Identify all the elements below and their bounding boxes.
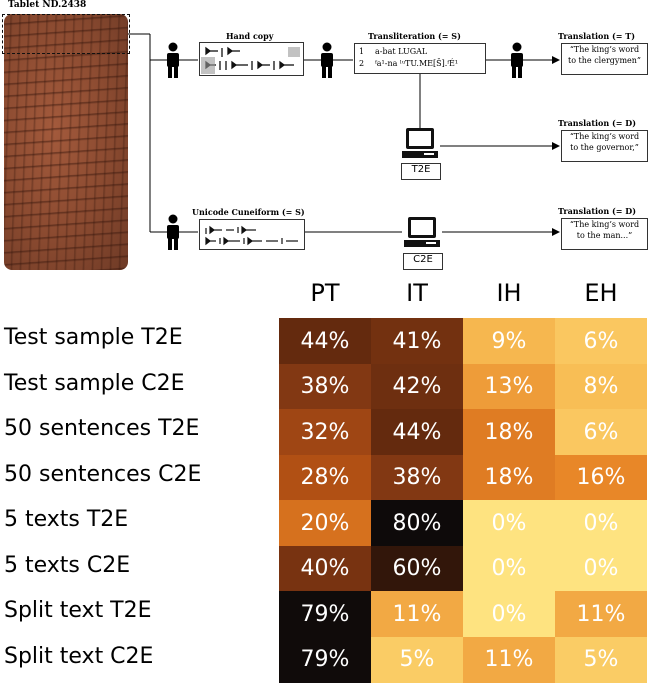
- heatmap-cell: 18%: [463, 454, 555, 501]
- heatmap-cell: 60%: [371, 545, 463, 592]
- translation-1-line-2: to the clergymen”: [567, 56, 642, 65]
- translation-2-line-2: to the governor,”: [570, 143, 639, 152]
- translation-3-line-2: to the man...”: [576, 231, 633, 240]
- heatmap-cell: 0%: [463, 591, 555, 637]
- unicode-cuneiform: [205, 225, 298, 246]
- heatmap-cell: 44%: [371, 409, 463, 455]
- tablet-photo: [4, 14, 128, 270]
- translit-line-2: ᶠa¹-na ˡᵘTU.ME[Š].ᶠÉ¹: [375, 59, 459, 68]
- translation-1-line-1: “The king’s word: [569, 45, 640, 54]
- heatmap-cell: 40%: [279, 545, 371, 592]
- heatmap-cell: 5%: [555, 636, 647, 683]
- row-label: Split text C2E: [4, 643, 154, 669]
- translit-line-1: a-bat LUGAL: [375, 47, 428, 56]
- heatmap-cell: 20%: [279, 500, 371, 546]
- translit-line-2-num: 2: [359, 59, 365, 68]
- translation-2-line-1: “The king’s word: [569, 132, 640, 141]
- column-header-ih: IH: [496, 279, 522, 307]
- hand-copy-label: Hand copy: [226, 31, 274, 41]
- row-label: 5 texts C2E: [4, 552, 131, 578]
- heatmap-cell: 18%: [463, 409, 555, 455]
- heatmap-cell: 11%: [463, 636, 555, 683]
- row-label: Split text T2E: [4, 598, 152, 623]
- heatmap-cell: 11%: [555, 591, 647, 637]
- heatmap-cell: 38%: [371, 454, 463, 501]
- t2e-label: T2E: [401, 163, 441, 180]
- computer-icon: [402, 128, 438, 158]
- column-header-pt: PT: [310, 279, 340, 307]
- heatmap-cell: 41%: [371, 318, 463, 364]
- row-label: Test sample T2E: [4, 325, 183, 350]
- row-label: 5 texts T2E: [4, 507, 129, 532]
- hand-copy-box: [199, 42, 304, 76]
- heatmap-cell: 28%: [279, 454, 371, 501]
- row-label: 50 sentences T2E: [4, 416, 200, 441]
- transliteration-label: Transliteration (= S): [368, 31, 461, 41]
- heatmap-cell: 42%: [371, 363, 463, 410]
- person-icon: [511, 42, 523, 78]
- pipeline-diagram: Tablet ND.2438 Hand copy: [0, 0, 650, 275]
- heatmap-cell: 11%: [371, 591, 463, 637]
- translation-box-2: “The king’s word to the governor,”: [561, 130, 648, 162]
- c2e-label: C2E: [403, 253, 443, 270]
- heatmap-cell: 5%: [371, 636, 463, 683]
- person-icon: [321, 42, 333, 78]
- row-label: 50 sentences C2E: [4, 461, 202, 487]
- heatmap-cell: 0%: [555, 545, 647, 592]
- heatmap-cell: 32%: [279, 409, 371, 455]
- heatmap-cell: 79%: [279, 636, 371, 683]
- heatmap-cell: 79%: [279, 591, 371, 637]
- heatmap-cell: 16%: [555, 454, 647, 501]
- translation-3-line-1: “The king’s word: [569, 220, 640, 229]
- results-heatmap: PT IT IH EH Test sample T2E Test sample C2E 5…: [0, 275, 650, 688]
- tablet-selection-box: [2, 14, 130, 54]
- heatmap-cell: 38%: [279, 363, 371, 410]
- unicode-box: [199, 219, 305, 250]
- computer-icon: [404, 217, 440, 247]
- tablet-title: Tablet ND.2438: [8, 0, 87, 10]
- translation-box-3: “The king’s word to the man...”: [561, 218, 648, 250]
- heatmap-cell: 8%: [555, 363, 647, 410]
- unicode-label: Unicode Cuneiform (= S): [192, 207, 305, 217]
- translation-label-2: Translation (= D): [558, 118, 636, 128]
- person-icon: [167, 42, 179, 78]
- heatmap-cell: 0%: [463, 500, 555, 546]
- heatmap-cell: 6%: [555, 409, 647, 455]
- heatmap-cell: 80%: [371, 500, 463, 546]
- transliteration-box: 1 a-bat LUGAL 2 ᶠa¹-na ˡᵘTU.ME[Š].ᶠÉ¹: [354, 43, 486, 74]
- heatmap-cell: 13%: [463, 363, 555, 410]
- person-icon: [167, 214, 179, 250]
- translation-label-3: Translation (= D): [558, 206, 636, 216]
- translation-box-1: “The king’s word to the clergymen”: [561, 43, 648, 75]
- column-header-it: IT: [406, 279, 428, 307]
- row-label: Test sample C2E: [4, 370, 185, 396]
- heatmap-cell: 6%: [555, 318, 647, 364]
- translation-label-1: Translation (= T): [558, 31, 635, 41]
- hand-copy-cuneiform: [201, 46, 300, 74]
- heatmap-cell: 0%: [463, 545, 555, 592]
- column-header-eh: EH: [584, 279, 618, 307]
- translit-line-1-num: 1: [359, 47, 365, 56]
- heatmap-cell: 9%: [463, 318, 555, 364]
- heatmap-cell: 44%: [279, 318, 371, 364]
- heatmap-cell: 0%: [555, 500, 647, 546]
